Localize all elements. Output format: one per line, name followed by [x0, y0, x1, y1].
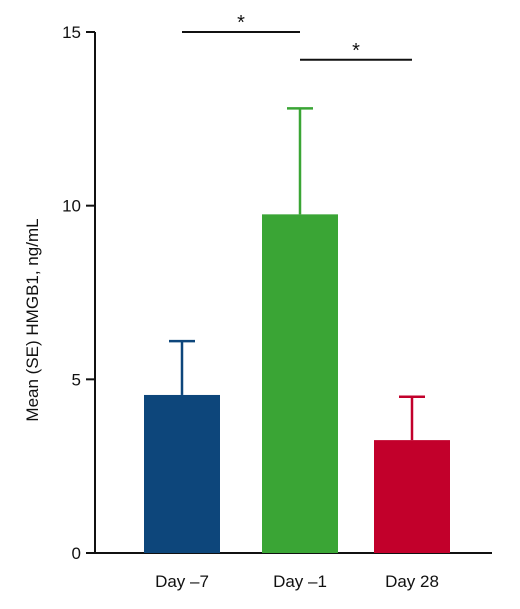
category-label-2: Day 28	[385, 572, 439, 591]
error-bars	[169, 107, 425, 441]
bar-0	[144, 394, 220, 553]
y-axis-label: Mean (SE) HMGB1, ng/mL	[23, 218, 42, 421]
category-label-1: Day –1	[273, 572, 327, 591]
bar-2	[374, 440, 450, 553]
y-tick-label-0: 0	[72, 544, 81, 563]
y-axis: 0 5 10 15	[62, 23, 96, 563]
category-label-0: Day –7	[155, 572, 209, 591]
y-tick-label-1: 5	[72, 370, 81, 389]
bars	[144, 214, 450, 553]
y-tick-label-2: 10	[62, 197, 81, 216]
category-labels: Day –7 Day –1 Day 28	[155, 572, 439, 591]
significance-annotations: **	[182, 12, 412, 62]
y-tick-label-3: 15	[62, 23, 81, 42]
significance-marker-0: *	[237, 12, 245, 34]
significance-marker-1: *	[352, 40, 360, 62]
bar-1	[262, 214, 338, 553]
